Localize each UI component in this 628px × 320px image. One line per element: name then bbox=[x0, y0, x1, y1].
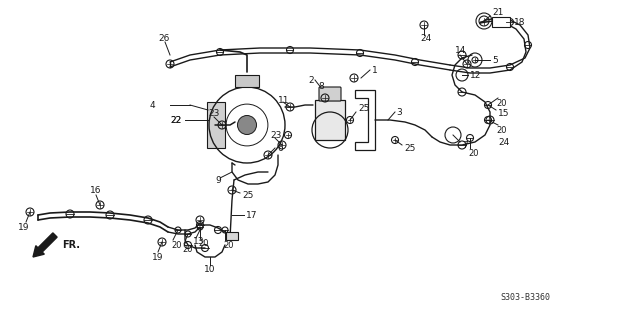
Text: 23: 23 bbox=[208, 108, 219, 117]
Text: 20: 20 bbox=[182, 244, 193, 253]
Text: 6: 6 bbox=[277, 143, 283, 153]
Text: 24: 24 bbox=[498, 138, 509, 147]
Text: 20: 20 bbox=[496, 99, 507, 108]
Text: 8: 8 bbox=[318, 82, 324, 91]
Text: 5: 5 bbox=[492, 55, 498, 65]
FancyBboxPatch shape bbox=[315, 100, 345, 140]
Text: FR.: FR. bbox=[62, 240, 80, 250]
Text: 1: 1 bbox=[372, 66, 378, 75]
FancyBboxPatch shape bbox=[492, 17, 510, 27]
Text: 19: 19 bbox=[18, 222, 30, 231]
Text: 24: 24 bbox=[420, 34, 431, 43]
Text: 20: 20 bbox=[223, 241, 234, 250]
Text: 7: 7 bbox=[462, 140, 468, 149]
Text: 4: 4 bbox=[150, 100, 156, 109]
Text: 22: 22 bbox=[170, 116, 181, 124]
Text: 19: 19 bbox=[152, 253, 163, 262]
Text: 11: 11 bbox=[278, 95, 290, 105]
Text: 21: 21 bbox=[492, 7, 504, 17]
FancyBboxPatch shape bbox=[226, 232, 238, 240]
Text: 13: 13 bbox=[193, 237, 205, 246]
Text: 22: 22 bbox=[170, 116, 181, 124]
Text: 3: 3 bbox=[396, 108, 402, 116]
Text: 25: 25 bbox=[358, 103, 369, 113]
Text: 20: 20 bbox=[468, 148, 479, 157]
Text: 26: 26 bbox=[158, 34, 170, 43]
Text: 25: 25 bbox=[404, 143, 415, 153]
Text: 20: 20 bbox=[171, 241, 181, 250]
Text: 2: 2 bbox=[308, 76, 313, 84]
Text: S303-B3360: S303-B3360 bbox=[500, 293, 550, 302]
Text: 12: 12 bbox=[470, 70, 482, 79]
Circle shape bbox=[237, 116, 256, 134]
Text: 25: 25 bbox=[242, 191, 253, 201]
Text: 20: 20 bbox=[496, 125, 507, 134]
Text: 14: 14 bbox=[455, 45, 467, 54]
Text: 23: 23 bbox=[270, 131, 281, 140]
FancyBboxPatch shape bbox=[319, 87, 341, 101]
Text: 20: 20 bbox=[198, 238, 208, 247]
Text: 10: 10 bbox=[204, 266, 215, 275]
Text: 16: 16 bbox=[90, 186, 102, 195]
FancyBboxPatch shape bbox=[235, 75, 259, 87]
FancyArrow shape bbox=[33, 233, 57, 257]
Text: 9: 9 bbox=[215, 175, 221, 185]
Text: 17: 17 bbox=[246, 211, 257, 220]
FancyBboxPatch shape bbox=[207, 102, 225, 148]
Text: 18: 18 bbox=[514, 18, 526, 27]
Text: 15: 15 bbox=[498, 108, 509, 117]
